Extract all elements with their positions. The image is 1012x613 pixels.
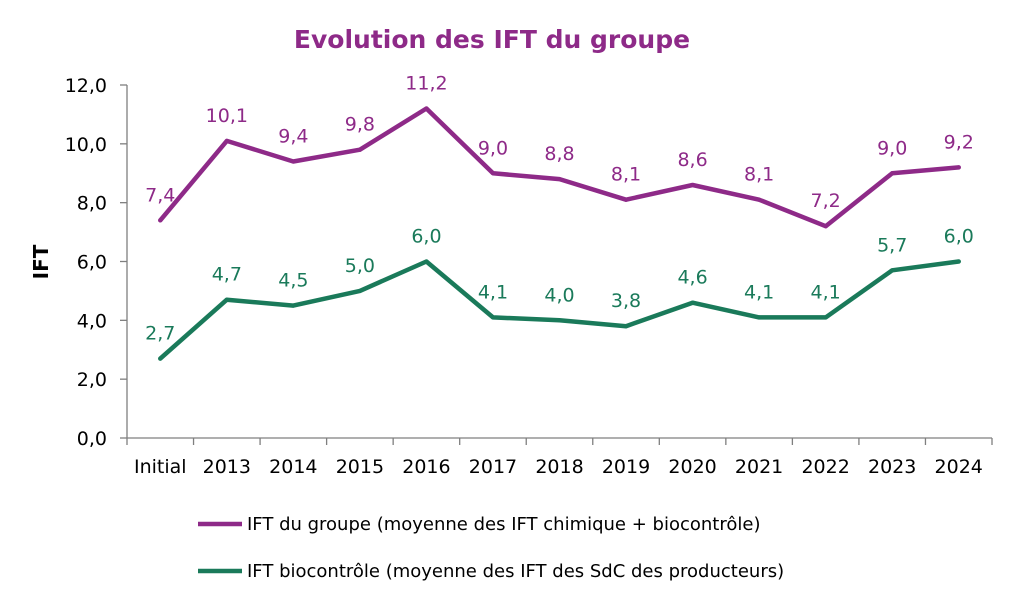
data-label: 7,4 [145,184,175,206]
data-label: 4,1 [478,281,508,303]
data-label: 9,8 [345,114,375,136]
data-point [557,318,562,323]
data-label: 6,0 [411,226,441,248]
data-point [890,171,895,176]
data-label: 8,8 [544,143,574,165]
legend-label: IFT biocontrôle (moyenne des IFT des SdC… [247,561,784,582]
data-point [424,259,429,264]
x-tick-label: 2019 [602,456,650,478]
y-tick-label: 0,0 [77,428,107,450]
data-label: 11,2 [405,73,447,95]
x-tick-label: Initial [134,456,187,478]
data-label: 5,0 [345,255,375,277]
data-point [224,297,229,302]
data-point [823,315,828,320]
legend: IFT du groupe (moyenne des IFT chimique … [198,514,784,582]
data-point [557,177,562,182]
data-point [624,197,629,202]
data-label: 7,2 [811,190,841,212]
legend-item-1: IFT du groupe (moyenne des IFT chimique … [198,514,760,535]
x-tick-label: 2017 [469,456,517,478]
data-point [291,159,296,164]
data-label: 2,7 [145,323,175,345]
x-tick-label: 2021 [735,456,783,478]
data-point [956,259,961,264]
y-tick-label: 2,0 [77,369,107,391]
data-point [224,138,229,143]
data-point [757,315,762,320]
data-label: 4,0 [544,284,574,306]
data-point [890,268,895,273]
data-label: 4,5 [278,270,308,292]
data-point [490,315,495,320]
y-tick-label: 8,0 [77,193,107,215]
series-2: 2,7 4,7 4,5 5,0 6,0 4,1 4,0 3,8 4,6 4,1 4,1 5,7 6,0 [145,226,974,361]
data-point [158,356,163,361]
data-label: 6,0 [944,226,974,248]
y-tick-label: 4,0 [77,310,107,332]
data-label: 9,4 [278,125,308,147]
x-tick-label: 2020 [668,456,716,478]
data-label: 8,6 [677,149,707,171]
x-tick-label: 2024 [935,456,983,478]
x-tick-label: 2013 [203,456,251,478]
chart-title: Evolution des IFT du groupe [294,25,690,54]
data-label: 3,8 [611,290,641,312]
y-tick-label: 6,0 [77,252,107,274]
x-tick-label: 2014 [269,456,317,478]
x-tick-label: 2022 [801,456,849,478]
y-axis-label: IFT [29,244,53,279]
data-point [357,147,362,152]
axes: 0,0 2,0 4,0 6,0 8,0 10,0 12,0 Initial 2013 2014 20… [65,75,993,478]
data-point [158,218,163,223]
data-point [424,106,429,111]
data-point [823,224,828,229]
legend-label: IFT du groupe (moyenne des IFT chimique … [247,514,760,535]
x-tick-label: 2015 [336,456,384,478]
data-label: 4,6 [677,267,707,289]
data-point [690,300,695,305]
y-tick-label: 12,0 [65,75,107,97]
data-point [956,165,961,170]
data-label: 4,7 [212,264,242,286]
data-point [624,324,629,329]
data-point [357,288,362,293]
data-label: 9,0 [877,137,907,159]
x-tick-label: 2016 [402,456,450,478]
data-label: 5,7 [877,234,907,256]
data-label: 4,1 [744,281,774,303]
data-point [490,171,495,176]
y-tick-label: 10,0 [65,134,107,156]
data-label: 8,1 [611,164,641,186]
series-1: 7,4 10,1 9,4 9,8 11,2 9,0 8,8 8,1 8,6 8,1 7,2 9,0 9,… [145,73,974,229]
data-point [757,197,762,202]
data-label: 10,1 [206,105,248,127]
x-tick-label: 2023 [868,456,916,478]
x-tick-label: 2018 [535,456,583,478]
data-point [291,303,296,308]
legend-item-2: IFT biocontrôle (moyenne des IFT des SdC… [198,561,784,582]
data-label: 9,0 [478,137,508,159]
data-label: 9,2 [944,131,974,153]
series-layer: 7,4 10,1 9,4 9,8 11,2 9,0 8,8 8,1 8,6 8,1 7,2 9,0 9,… [145,73,974,361]
data-label: 4,1 [811,281,841,303]
data-point [690,183,695,188]
data-label: 8,1 [744,164,774,186]
